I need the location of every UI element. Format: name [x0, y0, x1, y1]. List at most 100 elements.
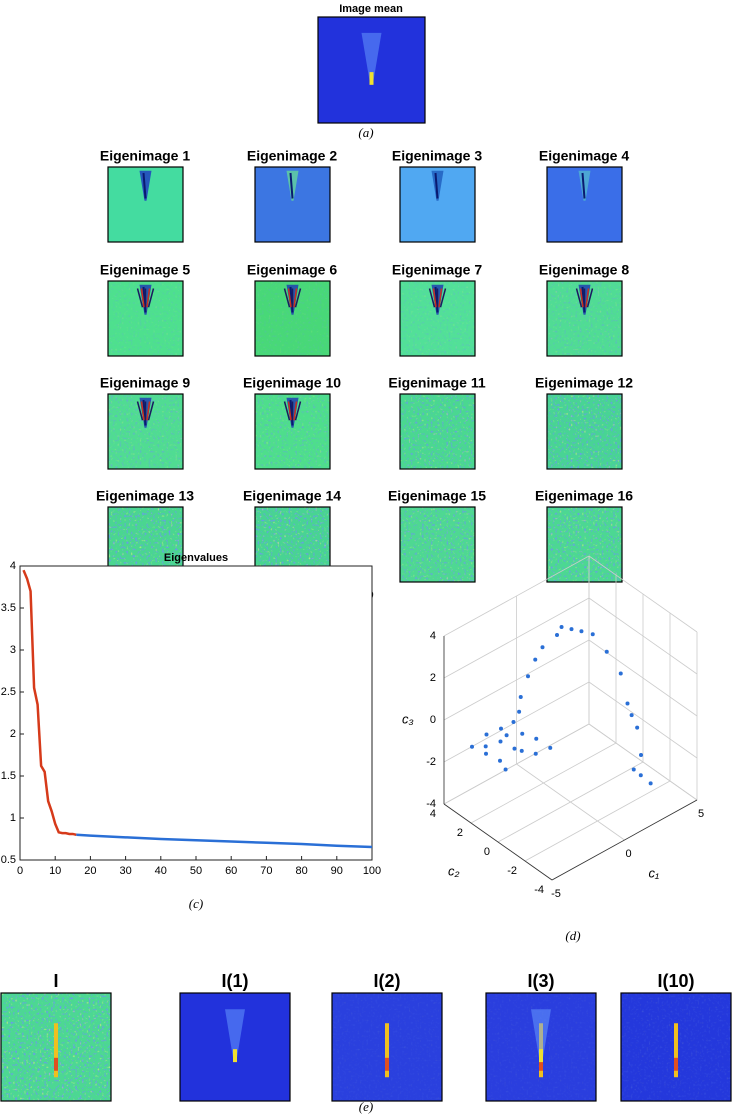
x-tick-label: 0: [17, 865, 23, 877]
panel-title: Eigenimage 8: [539, 262, 629, 278]
y-tick-label: 3.5: [1, 602, 16, 614]
panel-title: Eigenimage 5: [100, 262, 190, 278]
image-feature: [369, 72, 374, 85]
panel-title: I(2): [374, 971, 401, 991]
image-frame: [546, 506, 623, 583]
image-feature: [289, 399, 294, 426]
image-noise: [400, 507, 475, 582]
image-feature: [287, 401, 292, 421]
image-feature: [140, 401, 145, 421]
scatter-point: [533, 657, 538, 662]
scatter-point: [540, 645, 545, 650]
x-tick-label: 20: [84, 865, 96, 877]
image-feature: [575, 288, 583, 308]
image-feature: [233, 1049, 237, 1063]
image-feature: [432, 288, 437, 308]
image-frame: [399, 506, 476, 583]
panel-caption: (e): [359, 1099, 373, 1114]
grid-line: [443, 555, 590, 637]
y-tick-label: 2: [457, 827, 463, 839]
scatter-point: [503, 767, 508, 772]
panel-title: Eigenimage 9: [100, 375, 190, 391]
x-tick-label: 50: [190, 865, 202, 877]
line-series: [22, 569, 77, 837]
panel-caption: (c): [189, 896, 203, 911]
x-tick-label: 5: [698, 808, 704, 820]
x-tick-label: 0: [625, 848, 631, 860]
scatter-point: [520, 731, 525, 736]
image-feature: [294, 401, 302, 421]
image-noise: [400, 394, 475, 469]
panel-title: Eigenimage 11: [388, 375, 485, 391]
x-tick-label: 60: [225, 865, 237, 877]
scatter-point: [511, 720, 516, 724]
scatter-point: [590, 632, 595, 637]
image-feature: [283, 401, 291, 421]
image-feature: [289, 172, 294, 199]
scatter-point: [484, 751, 488, 756]
y-tick-label: -4: [534, 884, 544, 896]
image-frame: [399, 166, 476, 243]
panel-title: Eigenimage 13: [96, 488, 194, 504]
image-noise: [547, 394, 622, 469]
x-tick-label: 40: [155, 865, 167, 877]
image-feature: [581, 172, 586, 199]
y-tick-label: 4: [430, 808, 436, 820]
scatter-point: [534, 736, 539, 741]
x-tick-label: -5: [551, 888, 561, 900]
image-frame: [179, 992, 291, 1102]
scatter-point: [559, 625, 564, 629]
y-axis-label: c₂: [448, 863, 460, 878]
panel-title: Eigenimage 15: [388, 488, 486, 504]
panel-title: Eigenimage 10: [243, 375, 341, 391]
image-frame: [485, 992, 597, 1102]
z-tick-label: 4: [430, 630, 436, 642]
grid-line: [588, 597, 698, 675]
image-feature: [579, 288, 584, 308]
image-feature: [434, 172, 439, 199]
scatter-point: [548, 745, 553, 750]
image-frame: [254, 280, 331, 357]
x-tick-label: 10: [49, 865, 61, 877]
grid-line: [443, 681, 590, 763]
scatter-point: [499, 726, 503, 731]
scatter-point: [635, 725, 640, 730]
image-feature: [283, 288, 291, 308]
y-tick-label: 2: [10, 728, 16, 740]
panel-title: Eigenimage 14: [243, 488, 341, 504]
image-feature: [54, 1023, 58, 1078]
scatter-point: [484, 732, 489, 737]
panel-title: Image mean: [339, 3, 403, 15]
panel-title: I(10): [657, 971, 694, 991]
scatter-point: [533, 751, 538, 756]
scatter-point: [629, 713, 634, 718]
y-tick-label: 0: [484, 846, 490, 858]
scatter-point: [526, 674, 530, 679]
image-feature: [539, 1057, 543, 1071]
image-frame: [399, 280, 476, 357]
grid-line: [443, 723, 590, 805]
panel-title: Eigenimage 1: [100, 148, 190, 164]
panel-title: Eigenimage 7: [392, 262, 482, 278]
z-axis-label: c₃: [402, 711, 414, 726]
image-frame: [399, 393, 476, 470]
scatter-point: [498, 739, 503, 744]
image-noise: [547, 507, 622, 582]
image-feature: [439, 288, 447, 308]
image-feature: [531, 1009, 551, 1058]
panel-caption: (d): [565, 928, 580, 943]
image-frame: [331, 992, 443, 1102]
image-feature: [142, 399, 147, 426]
scatter-point: [618, 671, 623, 676]
scatter-point: [631, 767, 636, 772]
z-tick-label: 2: [430, 672, 436, 684]
scatter-point: [604, 649, 609, 654]
image-frame: [107, 280, 184, 357]
image-feature: [225, 1009, 245, 1058]
grid-line: [588, 555, 698, 633]
image-feature: [428, 288, 436, 308]
image-frame: [254, 393, 331, 470]
image-feature: [539, 1049, 543, 1063]
